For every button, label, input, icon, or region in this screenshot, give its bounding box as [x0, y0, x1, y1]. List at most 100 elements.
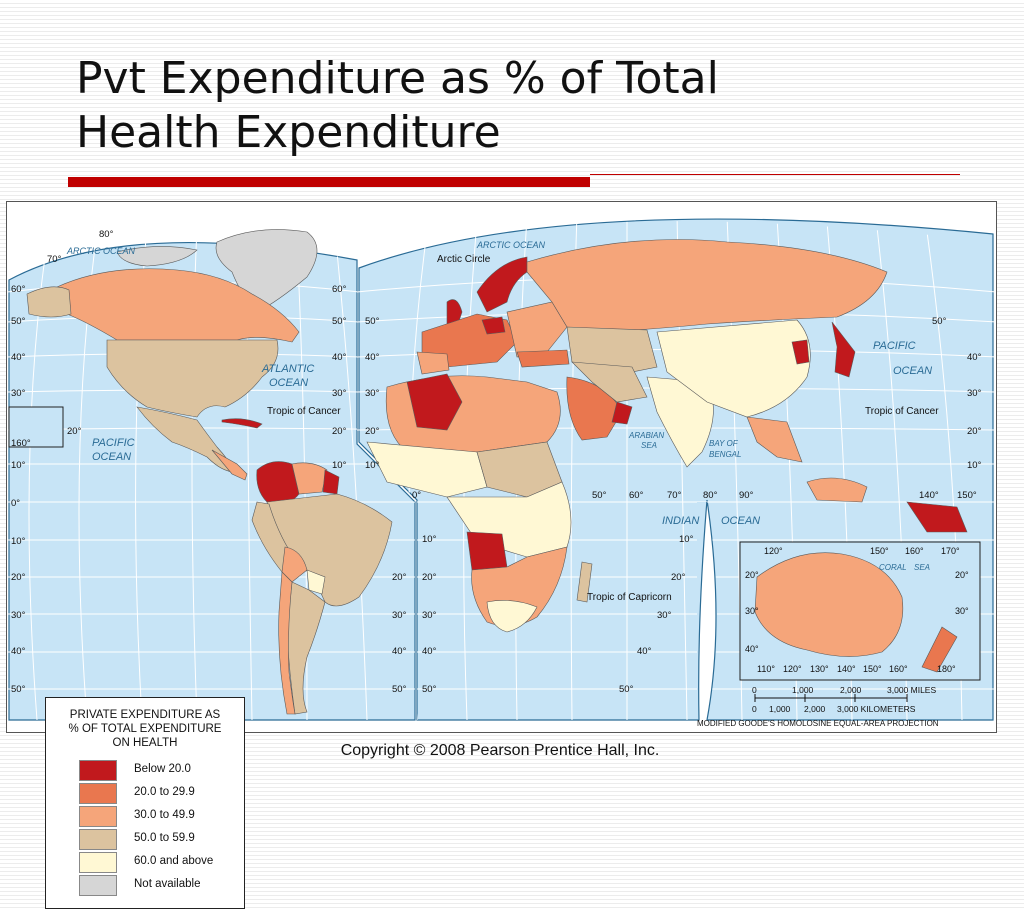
land-png	[906, 501, 968, 533]
land-southeast-asia	[746, 416, 803, 463]
scale-tick: 0	[752, 685, 757, 695]
inset-label: 150°	[870, 546, 889, 556]
ocean-labels: ARCTIC OCEAN ARCTIC OCEAN ATLANTIC OCEAN…	[66, 240, 932, 572]
inset-label: 160°	[905, 546, 924, 556]
legend-title: PRIVATE EXPENDITURE AS % OF TOTAL EXPEND…	[46, 708, 244, 750]
scale-tick: 2,000	[840, 685, 862, 695]
legend-label: 60.0 and above	[134, 855, 214, 867]
lat-label: 20°	[11, 572, 26, 583]
land-angola	[466, 531, 508, 571]
hawaii-inset	[8, 406, 64, 448]
lon-label: 50°	[592, 490, 607, 501]
lat-label: 30°	[967, 388, 982, 399]
inset-label: 140°	[837, 664, 856, 674]
label-tropic-cancer-west: Tropic of Cancer	[267, 406, 341, 417]
lat-label: 0°	[11, 498, 20, 509]
label-indian-1: INDIAN	[662, 515, 699, 527]
lat-label: 40°	[392, 646, 407, 657]
land-central-america	[211, 449, 248, 481]
lon-label: 140°	[919, 490, 939, 501]
legend-title-line: % OF TOTAL EXPENDITURE	[68, 723, 222, 735]
lat-label: 20°	[967, 426, 982, 437]
land-turkey	[516, 349, 570, 368]
lon-label: 70°	[667, 490, 682, 501]
land-eastern-europe	[506, 301, 568, 358]
lat-label: 50°	[392, 684, 407, 695]
lat-label: 20°	[422, 572, 437, 583]
inset-label: 40°	[745, 644, 759, 654]
lat-label: 30°	[365, 388, 380, 399]
scale-tick: 1,000	[792, 685, 814, 695]
scale-tick: 1,000	[769, 704, 791, 714]
label-bay-bengal-2: BENGAL	[709, 450, 741, 459]
legend-label: Below 20.0	[134, 763, 191, 775]
land-venezuela	[291, 462, 328, 495]
longitude-labels: 50° 60° 70° 80° 90° 140° 150°	[592, 490, 977, 501]
legend-label: 30.0 to 49.9	[134, 809, 195, 821]
land-madagascar	[576, 561, 593, 603]
label-pacific-west-2: OCEAN	[92, 451, 131, 463]
land-arctic-islands	[116, 246, 198, 267]
lat-label: 50°	[11, 316, 26, 327]
legend-swatch	[79, 806, 117, 827]
lat-label: 60°	[11, 284, 26, 295]
land-korea	[791, 339, 810, 365]
lat-label: 50°	[619, 684, 634, 695]
lat-label: 10°	[679, 534, 694, 545]
lat-label: 20°	[671, 572, 686, 583]
scale-tick: 2,000	[804, 704, 826, 714]
land-russia	[526, 239, 888, 333]
inset-label: 110°	[757, 664, 775, 674]
lat-label: 40°	[332, 352, 347, 363]
legend-item-50-59: 50.0 to 59.9	[79, 829, 239, 851]
lon-label: 60°	[629, 490, 644, 501]
land-china	[656, 319, 811, 418]
lon-label: 80°	[703, 490, 718, 501]
inset-label: 130°	[810, 664, 829, 674]
land-saudi	[566, 376, 623, 441]
lat-label: 50°	[422, 684, 437, 695]
land-iran	[571, 361, 648, 403]
legend-item-20-29: 20.0 to 29.9	[79, 783, 239, 805]
lat-label: 10°	[422, 534, 437, 545]
legend-swatch	[79, 875, 117, 896]
scale-km-label: 3,000 KILOMETERS	[837, 704, 916, 714]
land-balkans-red	[481, 316, 506, 335]
legend-item-60-plus: 60.0 and above	[79, 852, 239, 874]
lat-label: 50°	[11, 684, 26, 695]
land-paraguay	[306, 569, 326, 595]
legend-swatch	[79, 829, 117, 850]
legend-title-line: ON HEALTH	[112, 737, 178, 749]
lat-label: 40°	[422, 646, 437, 657]
label-arctic-ocean-west: ARCTIC OCEAN	[66, 246, 136, 256]
copyright-notice: Copyright © 2008 Pearson Prentice Hall, …	[340, 742, 660, 759]
legend-label: 20.0 to 29.9	[134, 786, 195, 798]
lon-label: 150°	[957, 490, 977, 501]
land-algeria	[406, 373, 463, 431]
land-oman	[611, 401, 633, 425]
land-chile	[278, 571, 296, 715]
lat-label: 40°	[637, 646, 652, 657]
land-australia	[754, 552, 904, 657]
label-bay-bengal-1: BAY OF	[709, 439, 739, 448]
line-labels: Arctic Circle Tropic of Cancer Tropic of…	[267, 254, 939, 603]
inset-labels: 120° 150° 160° 170° 20° 30° 40° 20° 30° …	[745, 546, 969, 674]
lat-label: 20°	[332, 426, 347, 437]
label-coral-2: SEA	[914, 563, 930, 572]
label-arabian-1: ARABIAN	[628, 431, 664, 440]
land-south-africa	[486, 600, 538, 633]
legend-item-30-49: 30.0 to 49.9	[79, 806, 239, 828]
land-bolivia	[281, 546, 308, 583]
inset-label: 20°	[745, 570, 759, 580]
lat-label: 10°	[11, 460, 26, 471]
land-indonesia	[806, 477, 868, 503]
legend-swatch	[79, 760, 117, 781]
land-alaska	[26, 286, 72, 318]
label-tropic-cancer-east: Tropic of Cancer	[865, 406, 939, 417]
lat-label: 40°	[967, 352, 982, 363]
inset-label: 120°	[783, 664, 802, 674]
land-iberia	[416, 351, 450, 375]
lat-label: 50°	[365, 316, 380, 327]
label-pacific-east-2: OCEAN	[893, 365, 932, 377]
scale-bar: 0 1,000 2,000 3,000 MILES 0 1,000 2,000 …	[697, 685, 939, 728]
